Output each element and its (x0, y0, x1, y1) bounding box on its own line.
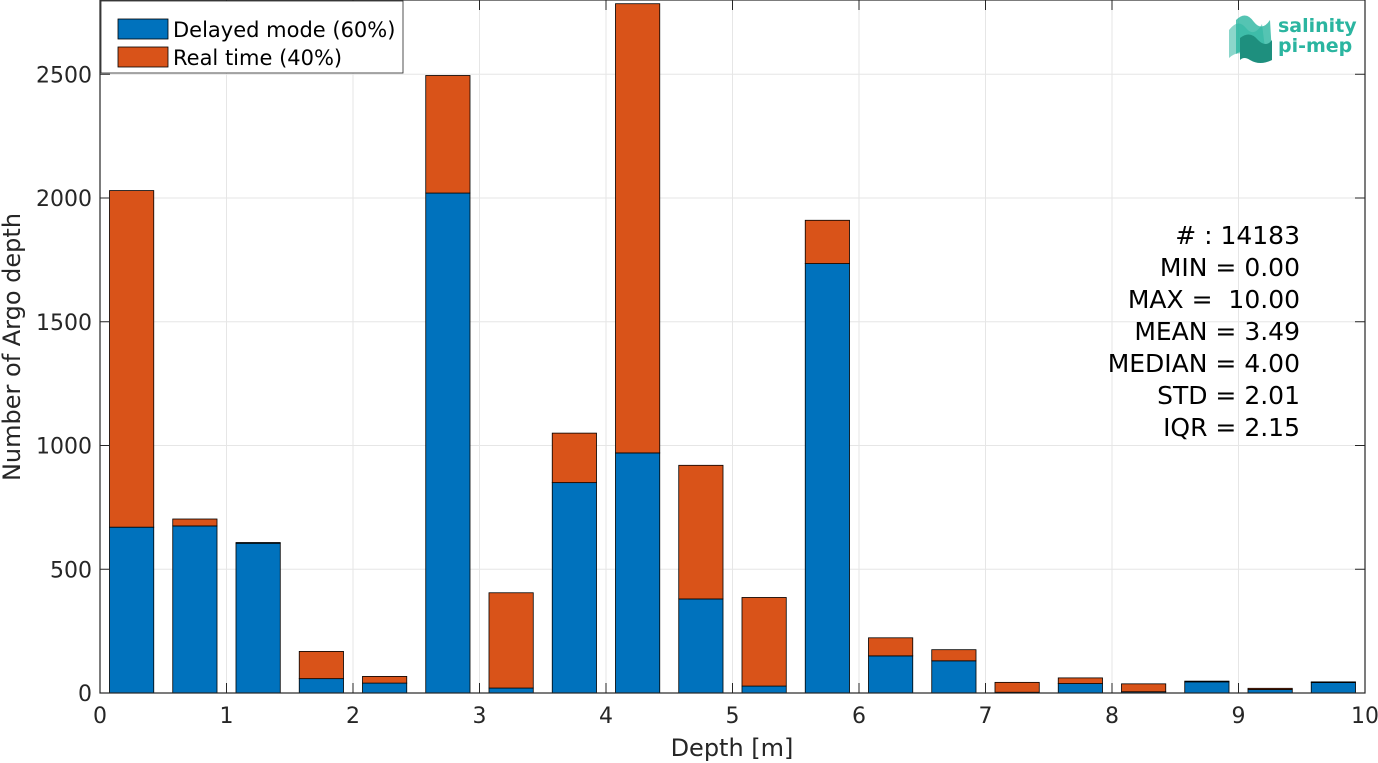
bar-delayed-mode (109, 526, 155, 694)
logo: salinity pi-mep (1229, 15, 1357, 63)
bar-real-time (1121, 683, 1167, 693)
bar-real-time (615, 3, 661, 454)
y-tick-label: 1000 (36, 435, 92, 460)
bar-delayed-mode (551, 482, 597, 694)
bar-real-time (1310, 681, 1356, 684)
bar-real-time (1184, 680, 1230, 683)
legend: Delayed mode (60%) Real time (40%) (100, 0, 404, 74)
bar-delayed-mode (1184, 681, 1230, 694)
bar-delayed-mode (1057, 683, 1103, 694)
stats-iqr: IQR = 2.15 (1163, 413, 1300, 442)
bar-real-time (741, 597, 787, 687)
wave-icon (1229, 15, 1272, 63)
bar-real-time (425, 75, 471, 194)
bar-delayed-mode (362, 682, 408, 694)
y-tick-label: 0 (78, 682, 92, 707)
x-tick-label: 10 (1351, 704, 1378, 729)
bar-delayed-mode (425, 192, 471, 694)
bar-delayed-mode (1310, 682, 1356, 694)
bar-real-time (1247, 687, 1293, 690)
x-tick-label: 0 (93, 704, 107, 729)
x-tick-label: 8 (1105, 704, 1119, 729)
stats-annotation: # : 14183 MIN = 0.00 MAX = 10.00 MEAN = … (1108, 221, 1300, 442)
bar-delayed-mode (488, 687, 534, 694)
y-tick-label: 1500 (36, 311, 92, 336)
bar-real-time (235, 542, 281, 544)
bar-delayed-mode (298, 678, 344, 694)
bar-delayed-mode (804, 263, 850, 694)
bar-real-time (362, 676, 408, 684)
y-tick-label: 2000 (36, 187, 92, 212)
bar-delayed-mode (741, 685, 787, 694)
x-tick-label: 2 (346, 704, 360, 729)
bar-real-time (804, 219, 850, 264)
logo-line1: salinity (1278, 15, 1357, 37)
y-tick-label: 2500 (36, 63, 92, 88)
bar-delayed-mode (678, 598, 724, 694)
stats-median: MEDIAN = 4.00 (1108, 349, 1300, 378)
y-tick-label: 500 (50, 558, 92, 583)
ticks: 0 1 2 3 4 5 6 7 8 9 10 0 500 1000 1500 2000 2500 (36, 0, 1378, 729)
bar-real-time (678, 464, 724, 600)
legend-swatch-delayed (117, 18, 169, 40)
bar-real-time (488, 592, 534, 689)
bar-real-time (109, 190, 155, 528)
bar-real-time (1057, 677, 1103, 684)
stats-min: MIN = 0.00 (1160, 253, 1300, 282)
x-tick-label: 5 (726, 704, 740, 729)
x-tick-label: 1 (220, 704, 234, 729)
bar-real-time (994, 681, 1040, 693)
x-tick-label: 7 (979, 704, 993, 729)
logo-line2: pi-mep (1278, 35, 1352, 57)
bar-delayed-mode (615, 452, 661, 694)
bar-delayed-mode (931, 660, 977, 694)
stats-max: MAX = 10.00 (1128, 285, 1300, 314)
x-tick-label: 3 (473, 704, 487, 729)
bar-real-time (298, 651, 344, 680)
bars (109, 3, 1356, 694)
x-axis-title: Depth [m] (671, 734, 794, 762)
bar-delayed-mode (172, 525, 218, 694)
y-axis-title: Number of Argo depth (0, 213, 26, 481)
x-tick-label: 9 (1232, 704, 1246, 729)
grid-lines (100, 0, 1365, 693)
bar-delayed-mode (235, 542, 281, 694)
legend-swatch-realtime (117, 46, 169, 68)
x-tick-label: 6 (852, 704, 866, 729)
bar-real-time (931, 649, 977, 662)
bar-real-time (172, 518, 218, 527)
stats-std: STD = 2.01 (1157, 381, 1300, 410)
bar-real-time (868, 637, 914, 657)
legend-label-delayed: Delayed mode (60%) (173, 18, 395, 42)
x-tick-label: 4 (599, 704, 613, 729)
stats-mean: MEAN = 3.49 (1134, 317, 1300, 346)
bar-delayed-mode (868, 655, 914, 694)
legend-label-realtime: Real time (40%) (173, 46, 342, 70)
bar-real-time (551, 432, 597, 484)
stats-count: # : 14183 (1175, 221, 1300, 250)
